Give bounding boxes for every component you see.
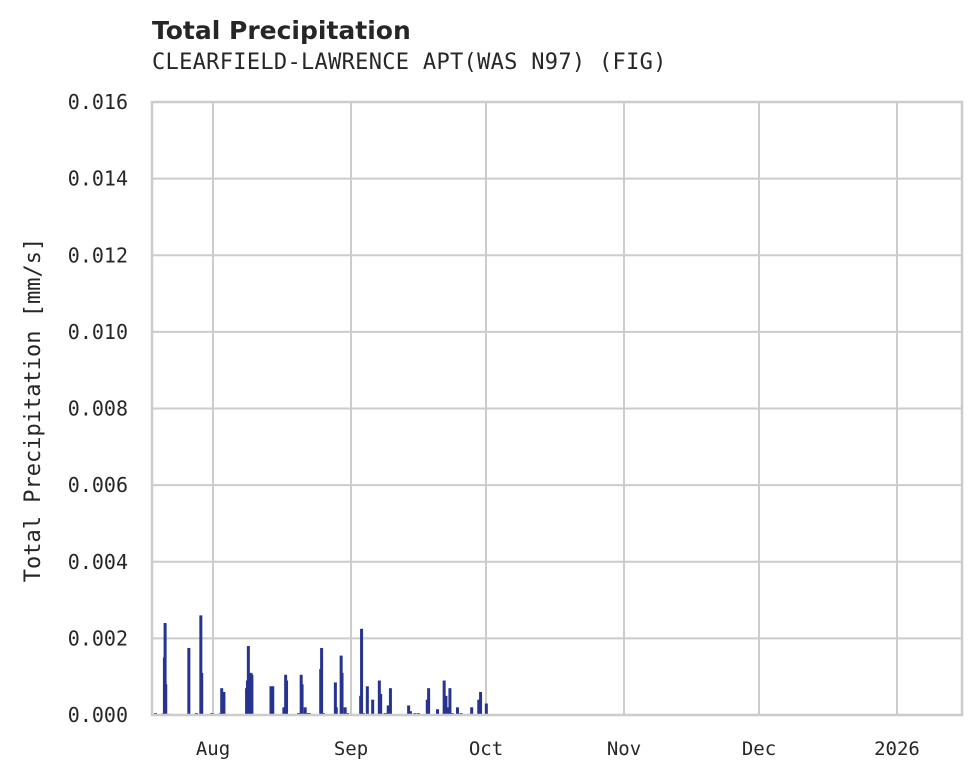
precip-bar: [164, 684, 168, 715]
y-tick-label: 0.014: [68, 167, 128, 191]
precip-bar: [379, 693, 383, 715]
precip-bar: [360, 628, 364, 715]
precip-bar: [343, 707, 347, 715]
grid-lines: [152, 101, 962, 716]
precip-bar: [386, 705, 390, 715]
y-tick-label: 0.016: [68, 90, 128, 114]
precip-bar: [479, 692, 483, 715]
precip-bar: [303, 707, 307, 715]
precip-bar: [477, 699, 481, 715]
precip-bar: [448, 688, 452, 715]
precip-bar: [365, 686, 369, 715]
y-tick-label: 0.010: [68, 320, 128, 344]
x-tick-label: Sep: [334, 738, 368, 760]
x-tick-label: 2026: [874, 738, 920, 760]
precip-bar: [455, 707, 459, 715]
x-tick-label: Aug: [196, 738, 230, 760]
precip-bar: [199, 615, 203, 715]
y-tick-label: 0.008: [68, 397, 128, 421]
precip-bar: [435, 709, 439, 715]
y-tick-label: 0.002: [68, 626, 128, 650]
precip-bar: [427, 688, 431, 715]
chart-subtitle: CLEARFIELD-LAWRENCE APT(WAS N97) (FIG): [152, 50, 667, 75]
y-axis-label: Total Precipitation [mm/s]: [21, 238, 46, 582]
y-tick-label: 0.004: [68, 550, 128, 574]
precip-bar: [247, 676, 251, 715]
x-tick-label: Nov: [607, 738, 641, 760]
precipitation-bars: [154, 615, 488, 716]
precip-bar: [442, 680, 446, 715]
precip-bar: [163, 623, 167, 715]
precip-bar: [187, 647, 191, 715]
y-tick-label: 0.006: [68, 473, 128, 497]
precip-bar: [333, 682, 337, 715]
x-tick-label: Dec: [742, 738, 776, 760]
precip-bar: [444, 695, 448, 715]
y-tick-label: 0.012: [68, 243, 128, 267]
plot-frame: [150, 100, 964, 717]
precip-bar: [285, 680, 289, 715]
precip-bar: [340, 672, 344, 715]
precip-bar: [334, 707, 338, 715]
precip-bar: [271, 686, 275, 715]
chart-title: Total Precipitation: [152, 16, 411, 45]
precip-bar: [269, 686, 273, 715]
precip-bar: [200, 672, 204, 715]
x-axis-ticks: Aug Sep Oct Nov Dec 2026: [196, 738, 920, 760]
precip-bar: [484, 703, 488, 715]
precip-bar: [320, 647, 324, 715]
precip-bar: [250, 674, 254, 715]
precip-bar: [300, 684, 304, 715]
precip-bar: [407, 705, 411, 715]
y-tick-label: 0.000: [68, 703, 128, 727]
precip-bar: [282, 707, 286, 715]
precip-bar: [388, 688, 392, 715]
precip-bar: [371, 699, 375, 715]
y-axis-ticks: 0.000 0.002 0.004 0.006 0.008 0.010 0.012 0.014…: [68, 90, 128, 727]
precip-bar: [222, 692, 226, 715]
x-tick-label: Oct: [469, 738, 503, 760]
precip-bar: [220, 688, 224, 715]
precip-bar: [470, 707, 474, 715]
precip-bar: [408, 711, 412, 715]
